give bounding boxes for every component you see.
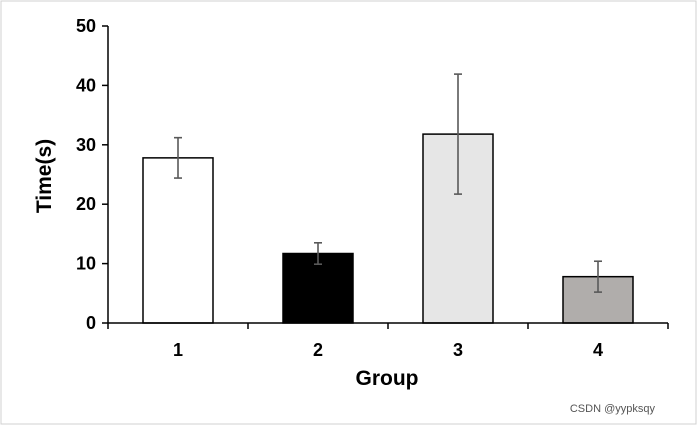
bar-group-1 <box>142 157 214 324</box>
y-tick-labels: 0 10 20 30 40 50 <box>76 16 96 333</box>
x-tick-label: 1 <box>173 340 183 360</box>
error-bars-group <box>174 73 602 293</box>
y-tick-label: 30 <box>76 135 96 155</box>
error-bar-group-3 <box>454 73 462 195</box>
bar-group-2 <box>282 252 354 324</box>
y-axis-title: Time(s) <box>33 139 56 213</box>
x-tick-label: 3 <box>453 340 463 360</box>
x-tick-label: 2 <box>313 340 323 360</box>
axes-group <box>102 25 669 329</box>
y-tick-label: 40 <box>76 75 96 95</box>
y-tick-label: 0 <box>86 313 96 333</box>
error-bar-group-1 <box>174 136 182 179</box>
error-bar-group-4 <box>594 260 602 293</box>
y-tick-label: 20 <box>76 194 96 214</box>
x-axis-title: Group <box>356 367 419 390</box>
y-tick-label: 10 <box>76 254 96 274</box>
y-tick-label: 50 <box>76 16 96 36</box>
x-tick-label: 4 <box>593 340 603 360</box>
bar-group-4 <box>562 275 634 324</box>
error-bar-group-2 <box>314 242 322 265</box>
x-tick-labels: 1 2 3 4 <box>173 340 603 360</box>
watermark-text: CSDN @yypksqy <box>569 403 655 415</box>
